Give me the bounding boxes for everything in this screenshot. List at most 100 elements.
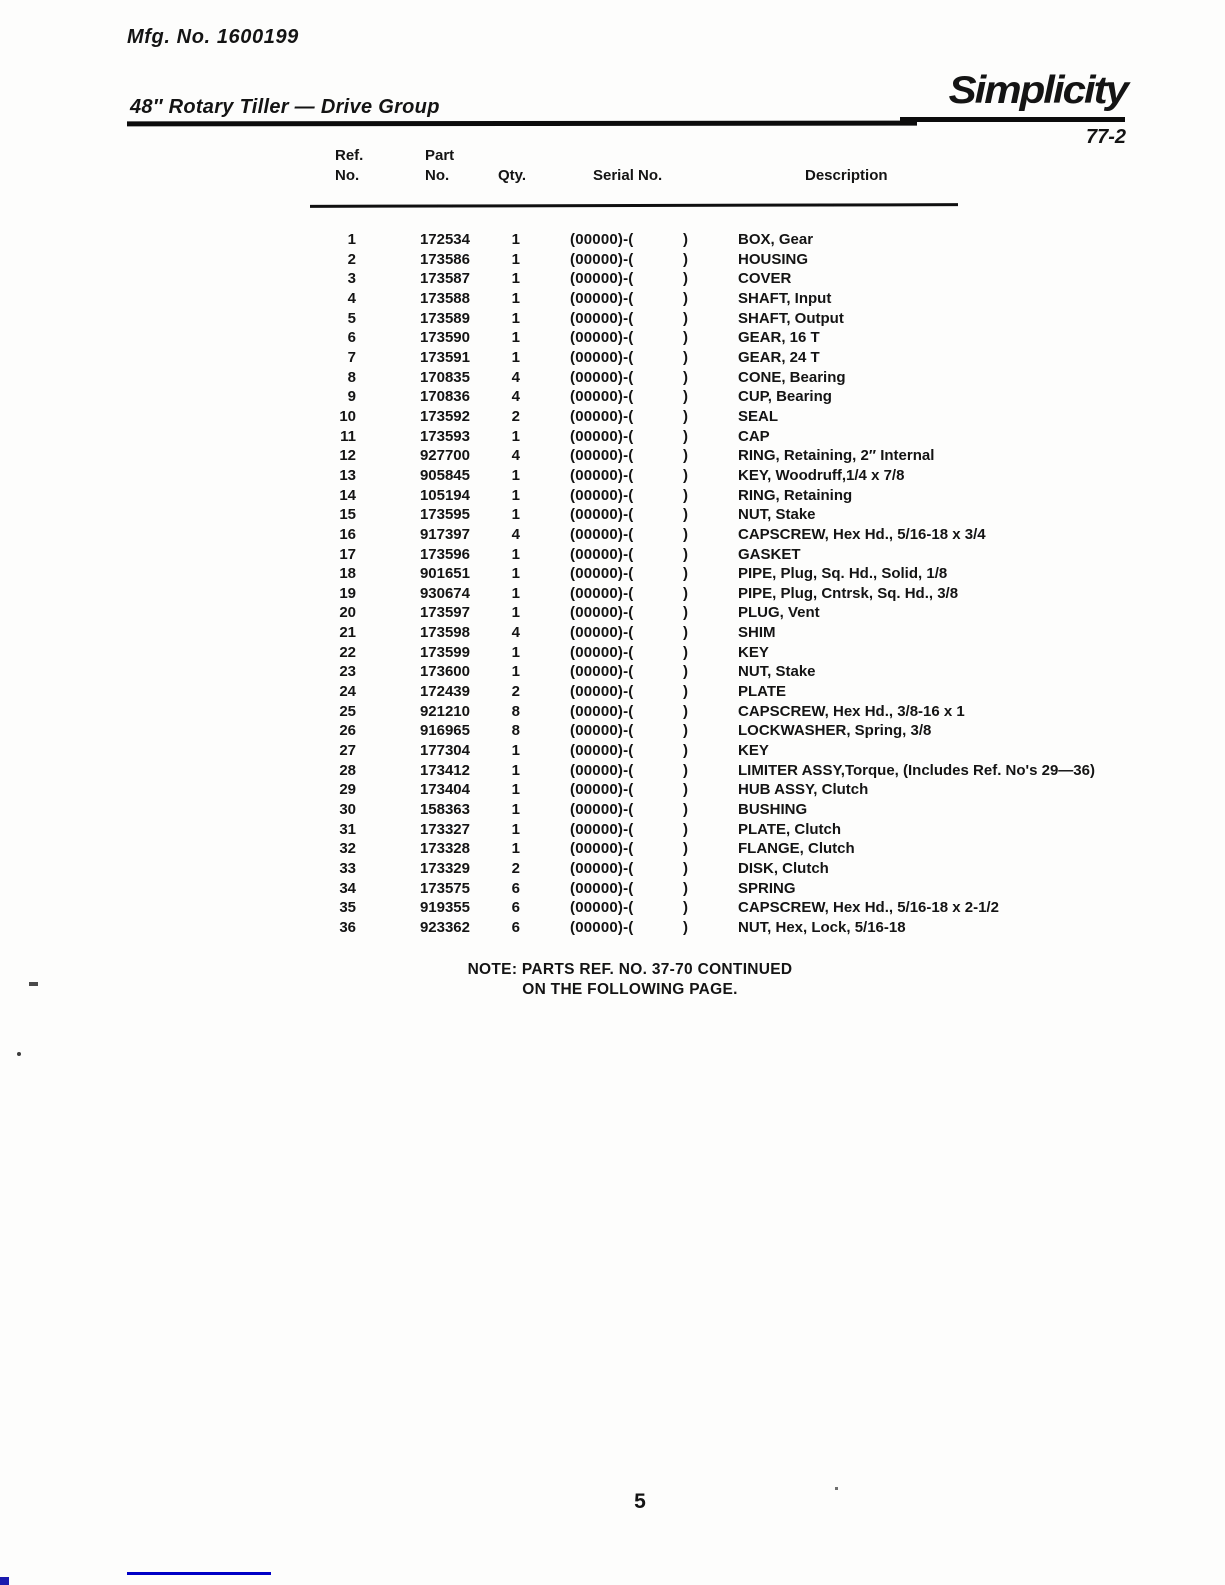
table-row: 35 919355 6 (00000)-() CAPSCREW, Hex Hd., 5/… xyxy=(310,898,1215,918)
qty-cell: 1 xyxy=(511,427,520,445)
part-number-cell: 172534 xyxy=(419,231,470,248)
ref-cell: 2 xyxy=(347,250,356,268)
table-row: 28 173412 1 (00000)-() LIMITER ASSY,Torque, … xyxy=(310,761,1215,781)
page-title: 48″ Rotary Tiller — Drive Group xyxy=(130,96,440,118)
qty-cell: 1 xyxy=(511,545,520,563)
serial-cell-close: ) xyxy=(683,250,688,268)
part-number-cell: 930674 xyxy=(419,584,470,602)
serial-cell-open: (00000)-( xyxy=(570,348,634,366)
table-row: 16 917397 4 (00000)-() CAPSCREW, Hex Hd., 5/… xyxy=(310,525,1215,545)
qty-cell: 1 xyxy=(511,250,520,268)
qty-cell: 2 xyxy=(511,683,520,701)
part-number-cell: 105194 xyxy=(419,486,470,504)
table-row: 15 173595 1 (00000)-() NUT, Stake xyxy=(310,505,1215,525)
serial-cell-close: ) xyxy=(683,447,688,465)
qty-cell: 4 xyxy=(511,368,520,386)
qty-cell: 1 xyxy=(511,466,520,484)
table-row: 18 901651 1 (00000)-() PIPE, Plug, Sq. Hd., … xyxy=(310,564,1215,584)
qty-cell: 1 xyxy=(511,506,520,524)
description-cell: SHAFT, Output xyxy=(738,309,844,327)
table-row: 8 170835 4 (00000)-() CONE, Bearing xyxy=(310,368,1215,388)
description-cell: KEY xyxy=(738,643,769,661)
qty-cell: 1 xyxy=(511,801,520,819)
ref-cell: 6 xyxy=(347,329,356,347)
ref-cell: 21 xyxy=(339,624,356,642)
table-row: 20 173597 1 (00000)-() PLUG, Vent xyxy=(310,603,1215,623)
description-cell: HUB ASSY, Clutch xyxy=(738,781,869,799)
section-page-ref: 77-2 xyxy=(1085,126,1126,148)
part-number-cell: 173588 xyxy=(419,289,470,307)
ref-cell: 28 xyxy=(339,761,356,779)
serial-cell-open: (00000)-( xyxy=(570,388,634,406)
serial-cell-close: ) xyxy=(683,466,688,484)
qty-cell: 8 xyxy=(511,702,520,720)
table-row: 21 173598 4 (00000)-() SHIM xyxy=(310,623,1215,643)
qty-cell: 1 xyxy=(511,565,520,583)
part-number-cell: 916965 xyxy=(419,722,470,740)
part-number-cell: 173592 xyxy=(419,407,470,425)
part-number-cell: 173589 xyxy=(419,309,470,327)
page-number: 5 xyxy=(634,1490,646,1513)
serial-cell-open: (00000)-( xyxy=(570,604,634,622)
serial-cell-open: (00000)-( xyxy=(570,663,634,681)
description-cell: NUT, Hex, Lock, 5/16-18 xyxy=(738,918,906,936)
part-number-cell: 173590 xyxy=(419,329,470,347)
header-rule-overlap xyxy=(300,124,560,126)
serial-cell-close: ) xyxy=(683,427,688,445)
part-number-cell: 905845 xyxy=(419,466,470,484)
qty-cell: 1 xyxy=(511,231,520,248)
serial-cell-close: ) xyxy=(683,231,688,248)
serial-cell-open: (00000)-( xyxy=(570,486,634,504)
footer-blue-line xyxy=(127,1572,271,1575)
table-row: 1 172534 1 (00000)-() BOX, Gear xyxy=(310,230,1215,250)
qty-cell: 6 xyxy=(511,899,520,917)
ref-cell: 11 xyxy=(340,427,356,445)
table-row: 2 173586 1 (00000)-() HOUSING xyxy=(310,250,1215,270)
serial-cell-open: (00000)-( xyxy=(570,525,634,543)
serial-cell-close: ) xyxy=(683,388,688,406)
serial-cell-close: ) xyxy=(683,506,688,524)
description-cell: RING, Retaining xyxy=(738,486,853,504)
description-cell: SHIM xyxy=(738,624,776,642)
ref-cell: 13 xyxy=(339,466,356,484)
serial-cell-close: ) xyxy=(683,918,688,936)
table-row: 6 173590 1 (00000)-() GEAR, 16 T xyxy=(310,328,1215,348)
serial-cell-open: (00000)-( xyxy=(570,427,634,445)
description-cell: NUT, Stake xyxy=(738,663,816,681)
ref-cell: 3 xyxy=(347,270,356,288)
table-row: 19 930674 1 (00000)-() PIPE, Plug, Cntrsk, S… xyxy=(310,584,1215,604)
serial-cell-open: (00000)-( xyxy=(570,407,634,425)
qty-cell: 1 xyxy=(511,663,520,681)
serial-cell-open: (00000)-( xyxy=(570,781,634,799)
qty-cell: 1 xyxy=(511,840,520,858)
qty-cell: 1 xyxy=(511,329,520,347)
serial-cell-close: ) xyxy=(683,761,688,779)
serial-cell-close: ) xyxy=(683,781,688,799)
table-header-rule xyxy=(309,203,959,208)
ref-cell: 34 xyxy=(339,879,356,897)
serial-cell-open: (00000)-( xyxy=(570,879,634,897)
table-row: 25 921210 8 (00000)-() CAPSCREW, Hex Hd., 3/… xyxy=(310,702,1215,722)
table-row: 34 173575 6 (00000)-() SPRING xyxy=(310,879,1215,899)
serial-cell-close: ) xyxy=(683,348,688,366)
serial-cell-close: ) xyxy=(683,565,688,583)
table-row: 27 177304 1 (00000)-() KEY xyxy=(310,741,1215,761)
part-number-cell: 170836 xyxy=(419,388,470,406)
part-number-cell: 173587 xyxy=(419,270,470,288)
ref-cell: 5 xyxy=(347,309,356,327)
serial-cell-close: ) xyxy=(683,545,688,563)
serial-cell-close: ) xyxy=(683,289,688,307)
description-cell: CAP xyxy=(738,427,770,445)
part-number-cell: 173593 xyxy=(419,427,470,445)
continuation-note: NOTE: PARTS REF. NO. 37-70 CONTINUED ON … xyxy=(467,961,793,998)
mfg-number: Mfg. No. 1600199 xyxy=(127,26,299,48)
qty-cell: 1 xyxy=(511,584,520,602)
part-number-cell: 173575 xyxy=(419,879,470,897)
table-row: 23 173600 1 (00000)-() NUT, Stake xyxy=(310,662,1215,682)
ref-cell: 15 xyxy=(339,506,356,524)
qty-cell: 8 xyxy=(511,722,520,740)
part-number-cell: 173412 xyxy=(419,761,470,779)
table-row: 7 173591 1 (00000)-() GEAR, 24 T xyxy=(310,348,1215,368)
qty-cell: 4 xyxy=(511,624,520,642)
serial-cell-open: (00000)-( xyxy=(570,270,634,288)
